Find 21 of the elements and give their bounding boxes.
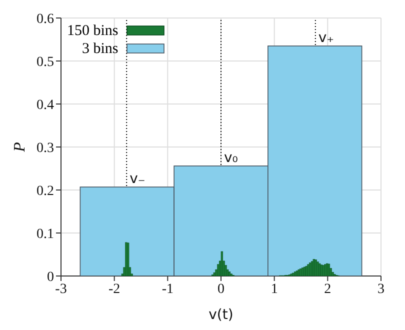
x-tick-label: 2 (324, 282, 332, 297)
y-axis-title: P (12, 142, 29, 153)
x-tick-label: 1 (270, 282, 278, 297)
x-tick-label: -1 (162, 282, 174, 297)
legend-label: 150 bins (67, 22, 118, 40)
x-tick-label: 0 (218, 282, 224, 297)
y-tick-label: 0.4 (36, 98, 54, 113)
y-tick-label: 0.5 (36, 54, 54, 70)
y-tick-label: 0.6 (36, 12, 54, 27)
x-tick-label: 3 (378, 282, 384, 297)
y-tick-label: 0.2 (36, 184, 54, 199)
x-tick-label: -2 (108, 282, 120, 297)
ref-line-label: v₀ (224, 150, 238, 166)
y-tick-label: 0 (47, 270, 54, 285)
y-tick-label: 0.1 (36, 226, 54, 242)
legend-label: 3 bins (82, 40, 118, 58)
x-tick-label: -3 (55, 282, 67, 297)
ref-line-label: v₊ (318, 30, 334, 46)
y-tick-label: 0.3 (36, 140, 54, 156)
x-axis-title: v(t) (208, 307, 234, 323)
ref-line-label: v₋ (130, 170, 146, 187)
